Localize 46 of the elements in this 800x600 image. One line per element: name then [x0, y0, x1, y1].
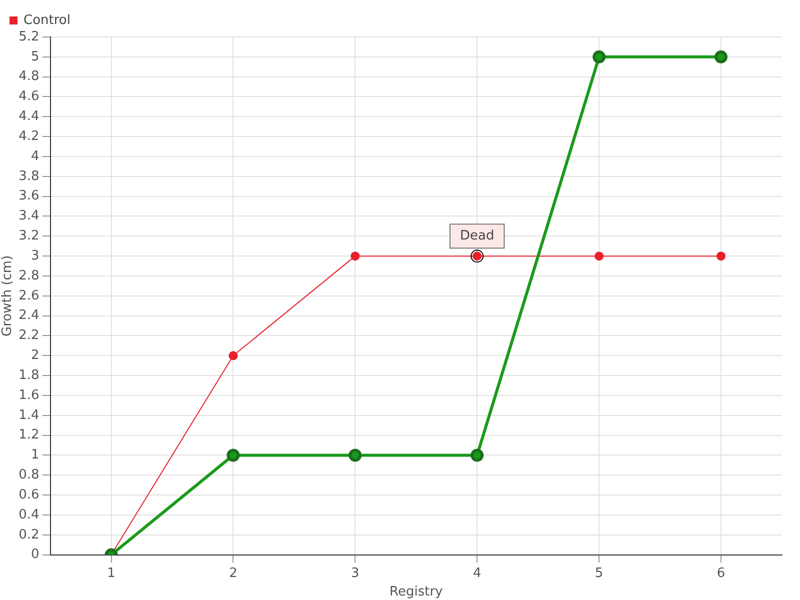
y-tick-label: 1: [30, 448, 40, 463]
y-axis-title: Growth (cm): [0, 255, 16, 336]
x-tick-label: 3: [351, 566, 360, 581]
y-tick-label: 4.6: [18, 89, 40, 104]
y-tick-label: 3.2: [18, 228, 40, 244]
y-tick-label: 1.4: [18, 408, 40, 423]
y-tick-label: 0: [30, 547, 40, 562]
y-tick-label: 0.4: [18, 507, 40, 522]
y-tick-label: 2.4: [18, 308, 40, 324]
x-tick-label: 2: [229, 566, 238, 581]
point: [350, 252, 360, 261]
y-tick-label: 1.2: [18, 428, 40, 443]
y-tick-label: 4.4: [18, 109, 40, 124]
y-tick-label: 4.2: [18, 128, 40, 144]
point: [348, 448, 362, 462]
x-tick-label: 4: [472, 566, 482, 581]
y-tick-label: 2.6: [18, 288, 40, 304]
point: [470, 448, 484, 462]
annotation: Dead: [460, 228, 494, 244]
y-tick-label: 0.8: [18, 468, 40, 483]
y-tick-label: 2.8: [18, 268, 40, 284]
y-tick-label: 2.2: [18, 328, 40, 344]
legend-label: Control: [24, 12, 70, 28]
x-tick-label: 6: [716, 566, 726, 581]
y-tick-label: 4.8: [18, 69, 40, 84]
y-tick-label: 5: [30, 49, 40, 64]
y-tick-label: 3.6: [18, 188, 40, 204]
point: [228, 351, 238, 360]
point: [592, 50, 606, 64]
y-tick-label: 4: [30, 148, 40, 164]
point: [594, 252, 604, 261]
point: [226, 448, 240, 462]
point: [716, 252, 726, 261]
y-tick-label: 0.6: [18, 487, 40, 502]
y-tick-label: 1.8: [18, 368, 40, 383]
y-tick-label: 5.2: [18, 29, 40, 44]
y-tick-label: 0.2: [18, 527, 40, 542]
y-tick-label: 1.6: [18, 388, 40, 403]
y-tick-label: 3.8: [18, 168, 40, 184]
y-tick-label: 3.4: [18, 208, 40, 224]
x-tick-label: 5: [594, 566, 604, 581]
y-tick-label: 3: [30, 248, 40, 264]
x-axis-title: Registry: [390, 584, 444, 600]
point: [714, 50, 728, 64]
y-tick-label: 2: [30, 348, 40, 364]
x-tick-label: 1: [107, 566, 116, 581]
